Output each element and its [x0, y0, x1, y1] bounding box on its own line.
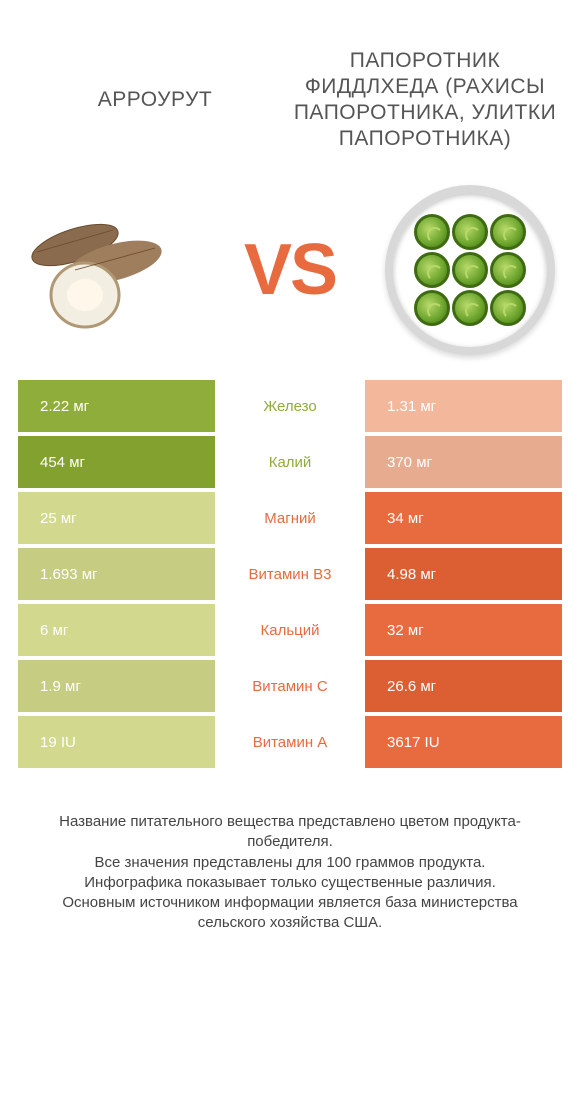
right-product-title: ПАПОРОТНИК ФИДДЛХЕДА (РАХИСЫ ПАПОРОТНИКА… — [290, 48, 560, 153]
row-left-value: 19 IU — [18, 716, 215, 768]
header-right: ПАПОРОТНИК ФИДДЛХЕДА (РАХИСЫ ПАПОРОТНИКА… — [290, 48, 560, 153]
row-nutrient-label: Магний — [215, 492, 365, 544]
row-left-value: 454 мг — [18, 436, 215, 488]
row-left-value: 1.693 мг — [18, 548, 215, 600]
row-nutrient-label: Витамин B3 — [215, 548, 365, 600]
fiddlehead-bowl-icon — [385, 185, 555, 355]
row-right-value: 370 мг — [365, 436, 562, 488]
nutrition-row: 1.693 мгВитамин B34.98 мг — [18, 548, 562, 600]
vs-label: VS — [244, 229, 336, 311]
nutrition-row: 454 мгКалий370 мг — [18, 436, 562, 488]
row-right-value: 4.98 мг — [365, 548, 562, 600]
row-right-value: 26.6 мг — [365, 660, 562, 712]
vs-row: VS — [0, 180, 580, 380]
row-nutrient-label: Кальций — [215, 604, 365, 656]
nutrition-row: 6 мгКальций32 мг — [18, 604, 562, 656]
arrowroot-icon — [25, 210, 195, 330]
row-right-value: 32 мг — [365, 604, 562, 656]
nutrition-table: 2.22 мгЖелезо1.31 мг454 мгКалий370 мг25 … — [0, 380, 580, 768]
row-left-value: 1.9 мг — [18, 660, 215, 712]
right-product-image — [380, 180, 560, 360]
row-nutrient-label: Калий — [215, 436, 365, 488]
row-right-value: 1.31 мг — [365, 380, 562, 432]
left-product-image — [20, 180, 200, 360]
row-left-value: 2.22 мг — [18, 380, 215, 432]
nutrition-row: 25 мгМагний34 мг — [18, 492, 562, 544]
row-left-value: 6 мг — [18, 604, 215, 656]
footer-line: Инфографика показывает только существенн… — [30, 873, 550, 893]
left-product-title: АРРОУРУТ — [20, 87, 290, 113]
row-nutrient-label: Витамин A — [215, 716, 365, 768]
row-right-value: 3617 IU — [365, 716, 562, 768]
nutrition-row: 2.22 мгЖелезо1.31 мг — [18, 380, 562, 432]
row-right-value: 34 мг — [365, 492, 562, 544]
footer-line: Название питательного вещества представл… — [30, 812, 550, 853]
header-left: АРРОУРУТ — [20, 87, 290, 113]
header: АРРОУРУТ ПАПОРОТНИК ФИДДЛХЕДА (РАХИСЫ ПА… — [0, 0, 580, 180]
row-left-value: 25 мг — [18, 492, 215, 544]
row-nutrient-label: Железо — [215, 380, 365, 432]
footer-line: Основным источником информации является … — [30, 893, 550, 934]
footer-line: Все значения представлены для 100 граммо… — [30, 853, 550, 873]
row-nutrient-label: Витамин C — [215, 660, 365, 712]
footer-notes: Название питательного вещества представл… — [0, 772, 580, 944]
nutrition-row: 19 IUВитамин A3617 IU — [18, 716, 562, 768]
nutrition-row: 1.9 мгВитамин C26.6 мг — [18, 660, 562, 712]
